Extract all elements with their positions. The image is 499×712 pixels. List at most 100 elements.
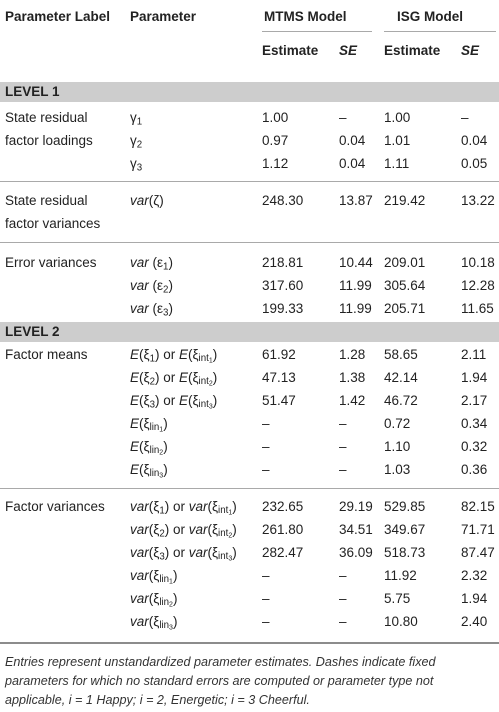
param-cell: E(ξlin2) <box>130 439 168 458</box>
mtms-estimate: 218.81 <box>262 255 304 270</box>
param-cell: γ2 <box>130 133 143 151</box>
mtms-estimate: – <box>262 462 270 477</box>
divider <box>0 242 499 243</box>
isg-se: 13.22 <box>461 193 495 208</box>
table-row: E(ξ3) or E(ξint3) 51.47 1.42 46.72 2.17 <box>0 390 499 412</box>
table-row: var (ε3) 199.33 11.99 205.71 11.65 <box>0 298 499 320</box>
isg-se: 0.36 <box>461 462 488 477</box>
col-mtms-model: MTMS Model <box>264 9 347 24</box>
isg-estimate: 1.03 <box>384 462 411 477</box>
mtms-se: 11.99 <box>339 278 372 293</box>
isg-se: 0.34 <box>461 416 488 431</box>
isg-estimate: 42.14 <box>384 370 418 385</box>
isg-estimate: 305.64 <box>384 278 426 293</box>
mtms-estimate: – <box>262 614 270 629</box>
mtms-se: – <box>339 462 347 477</box>
isg-estimate: 1.10 <box>384 439 411 454</box>
isg-se: 2.11 <box>461 347 487 362</box>
mtms-estimate: 282.47 <box>262 545 304 560</box>
group-label: factor variances <box>5 216 101 231</box>
col-isg-model: ISG Model <box>397 9 464 24</box>
isg-estimate: 205.71 <box>384 301 426 316</box>
mtms-estimate: 0.97 <box>262 133 289 148</box>
isg-se: 87.47 <box>461 545 495 560</box>
param-cell: var(ξlin3) <box>130 614 178 633</box>
table-row: var (ε2) 317.60 11.99 305.64 12.28 <box>0 275 499 297</box>
group-label: Factor means <box>5 347 88 362</box>
mtms-se: 1.28 <box>339 347 366 362</box>
group-label: factor loadings <box>5 133 93 148</box>
mtms-se: 29.19 <box>339 499 373 514</box>
isg-estimate: 5.75 <box>384 591 411 606</box>
isg-se: 71.71 <box>461 522 495 537</box>
mtms-estimate-header: Estimate <box>262 43 319 58</box>
table-row: var(ξ2) or var(ξint2) 261.80 34.51 349.6… <box>0 519 499 541</box>
mtms-se: – <box>339 614 347 629</box>
isg-estimate: 46.72 <box>384 393 418 408</box>
col-parameter-label: Parameter Label <box>5 9 111 24</box>
mtms-estimate: 317.60 <box>262 278 304 293</box>
table-row: E(ξlin3) – – 1.03 0.36 <box>0 459 499 481</box>
mtms-estimate: – <box>262 416 270 431</box>
param-cell: var(ξ2) or var(ξint2) <box>130 522 237 541</box>
param-cell: E(ξ2) or E(ξint2) <box>130 370 218 389</box>
mtms-estimate: 47.13 <box>262 370 296 385</box>
mtms-se: – <box>339 591 347 606</box>
table-row: State residual γ1 1.00 – 1.00 – <box>0 107 499 129</box>
isg-estimate: 10.80 <box>384 614 418 629</box>
col-parameter: Parameter <box>130 9 197 24</box>
mtms-se: 0.04 <box>339 133 366 148</box>
table-row: var(ξlin2) – – 5.75 1.94 <box>0 588 499 610</box>
isg-estimate: 349.67 <box>384 522 426 537</box>
param-cell: γ1 <box>130 110 143 128</box>
isg-se: 11.65 <box>461 301 494 316</box>
mtms-estimate: – <box>262 568 270 583</box>
isg-estimate: 518.73 <box>384 545 426 560</box>
param-cell: var(ξlin1) <box>130 568 178 587</box>
isg-se: 2.40 <box>461 614 488 629</box>
mtms-se: 1.38 <box>339 370 366 385</box>
table-row: factor loadings γ2 0.97 0.04 1.01 0.04 <box>0 130 499 152</box>
table-row: γ3 1.12 0.04 1.11 0.05 <box>0 153 499 175</box>
mtms-se-header: SE <box>339 43 358 58</box>
table-subheader-row: Estimate SE Estimate SE <box>0 40 499 62</box>
mtms-se: 0.04 <box>339 156 366 171</box>
mtms-estimate: 1.00 <box>262 110 289 125</box>
table-footnote: Entries represent unstandardized paramet… <box>5 655 436 707</box>
table-row: Error variances var (ε1) 218.81 10.44 20… <box>0 252 499 274</box>
mtms-se: – <box>339 439 347 454</box>
group-label: Factor variances <box>5 499 105 514</box>
level-2-label: LEVEL 2 <box>5 324 60 339</box>
table-header-row: Parameter Label Parameter MTMS Model ISG… <box>0 6 499 28</box>
param-cell: γ3 <box>130 156 143 174</box>
table-row: E(ξlin2) – – 1.10 0.32 <box>0 436 499 458</box>
isg-se: – <box>461 110 469 125</box>
mtms-se: 11.99 <box>339 301 372 316</box>
table-row: Factor means E(ξ1) or E(ξint1) 61.92 1.2… <box>0 344 499 366</box>
param-cell: E(ξ3) or E(ξint3) <box>130 393 218 412</box>
isg-estimate: 1.00 <box>384 110 411 125</box>
isg-se: 2.17 <box>461 393 488 408</box>
divider <box>0 181 499 182</box>
level-2-band: LEVEL 2 <box>0 322 499 342</box>
table-row: Factor variances var(ξ1) or var(ξint1) 2… <box>0 496 499 518</box>
param-cell: var(ξlin2) <box>130 591 178 610</box>
isg-se-header: SE <box>461 43 480 58</box>
mtms-underline <box>262 31 372 32</box>
level-1-band: LEVEL 1 <box>0 82 499 102</box>
isg-estimate-header: Estimate <box>384 43 441 58</box>
table-row: factor variances <box>0 213 499 235</box>
param-cell: var (ε2) <box>130 278 173 296</box>
mtms-se: – <box>339 416 347 431</box>
mtms-estimate: – <box>262 591 270 606</box>
table-row: var(ξlin3) – – 10.80 2.40 <box>0 611 499 633</box>
mtms-estimate: – <box>262 439 270 454</box>
mtms-estimate: 51.47 <box>262 393 296 408</box>
isg-se: 10.18 <box>461 255 495 270</box>
mtms-se: 34.51 <box>339 522 373 537</box>
table-row: State residual var(ζ) 248.30 13.87 219.4… <box>0 190 499 212</box>
isg-se: 1.94 <box>461 370 488 385</box>
mtms-estimate: 248.30 <box>262 193 304 208</box>
mtms-se: – <box>339 568 347 583</box>
isg-se: 2.32 <box>461 568 488 583</box>
